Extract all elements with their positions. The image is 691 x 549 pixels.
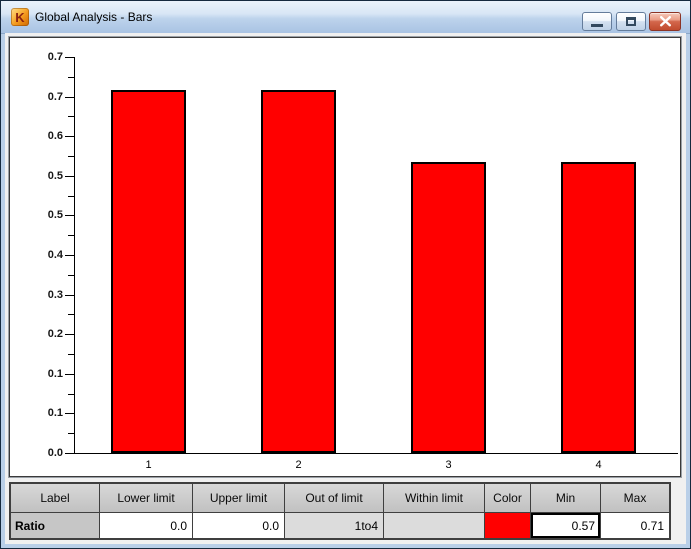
minimize-icon [591, 24, 603, 27]
cell-out-of-limit[interactable]: 1to4 [285, 513, 384, 538]
chart-bar-3 [411, 162, 486, 453]
header-color: Color [485, 484, 531, 513]
y-tick-major [65, 295, 75, 296]
y-tick-major [65, 255, 75, 256]
y-tick-label: 0.1 [47, 368, 63, 380]
cell-max[interactable]: 0.71 [601, 513, 669, 538]
y-tick-minor [68, 235, 75, 236]
y-tick-label: 0.4 [47, 249, 63, 261]
y-tick-label: 0.5 [47, 209, 63, 221]
y-tick-minor [68, 77, 75, 78]
y-tick-major [65, 374, 75, 375]
y-tick-label: 0.6 [47, 130, 63, 142]
y-tick-major [65, 215, 75, 216]
minimize-button[interactable] [582, 12, 612, 31]
y-tick-minor [68, 433, 75, 434]
y-tick-label: 0.7 [47, 51, 63, 63]
window-title: Global Analysis - Bars [35, 10, 153, 24]
chart-panel: 0.7 0.7 0.6 0.5 0.5 0.4 0.3 0.2 0.1 0.1 0.0 1 2 3 4 [9, 37, 681, 477]
y-tick-minor [68, 394, 75, 395]
y-tick-minor [68, 354, 75, 355]
header-label: Label [11, 484, 100, 513]
header-lower-limit: Lower limit [100, 484, 193, 513]
app-icon: K [11, 8, 29, 26]
close-icon [659, 16, 671, 27]
chart-bar-1 [111, 90, 186, 453]
header-within-limit: Within limit [384, 484, 485, 513]
cell-min[interactable]: 0.57 [531, 513, 601, 538]
bar-chart: 0.7 0.7 0.6 0.5 0.5 0.4 0.3 0.2 0.1 0.1 0.0 1 2 3 4 [10, 38, 680, 476]
y-tick-major [65, 97, 75, 98]
x-tick-label: 2 [295, 459, 302, 471]
chart-bar-4 [561, 162, 636, 453]
y-tick-label: 0.7 [47, 91, 63, 103]
restore-icon [626, 17, 636, 26]
y-tick-major [65, 334, 75, 335]
cell-color[interactable] [485, 513, 531, 538]
y-tick-major [65, 413, 75, 414]
y-tick-major [65, 57, 75, 58]
cell-lower-limit[interactable]: 0.0 [100, 513, 193, 538]
window-controls [582, 12, 681, 31]
cell-upper-limit[interactable]: 0.0 [193, 513, 285, 538]
restore-button[interactable] [616, 12, 646, 31]
x-tick-label: 4 [595, 459, 602, 471]
y-tick-label: 0.1 [47, 407, 63, 419]
close-button[interactable] [649, 12, 681, 31]
y-tick-major [65, 453, 75, 454]
y-tick-label: 0.3 [47, 289, 63, 301]
x-tick-label: 1 [145, 459, 152, 471]
y-tick-major [65, 176, 75, 177]
x-tick-label: 3 [445, 459, 452, 471]
app-icon-letter: K [15, 9, 25, 25]
cell-label[interactable]: Ratio [11, 513, 100, 538]
header-out-of-limit: Out of limit [285, 484, 384, 513]
client-area: 0.7 0.7 0.6 0.5 0.5 0.4 0.3 0.2 0.1 0.1 0.0 1 2 3 4 La… [5, 33, 686, 544]
y-tick-minor [68, 116, 75, 117]
limits-table: Label Lower limit Upper limit Out of limit W… [9, 482, 671, 540]
cell-within-limit[interactable] [384, 513, 485, 538]
x-axis-line [74, 453, 678, 454]
y-tick-minor [68, 196, 75, 197]
header-min: Min [531, 484, 601, 513]
titlebar[interactable]: K Global Analysis - Bars [1, 1, 690, 34]
y-tick-label: 0.5 [47, 170, 63, 182]
header-max: Max [601, 484, 669, 513]
y-tick-label: 0.0 [47, 447, 63, 459]
y-tick-major [65, 136, 75, 137]
chart-bar-2 [261, 90, 336, 453]
y-tick-minor [68, 314, 75, 315]
y-tick-minor [68, 156, 75, 157]
y-tick-minor [68, 275, 75, 276]
y-tick-label: 0.2 [47, 328, 63, 340]
header-upper-limit: Upper limit [193, 484, 285, 513]
